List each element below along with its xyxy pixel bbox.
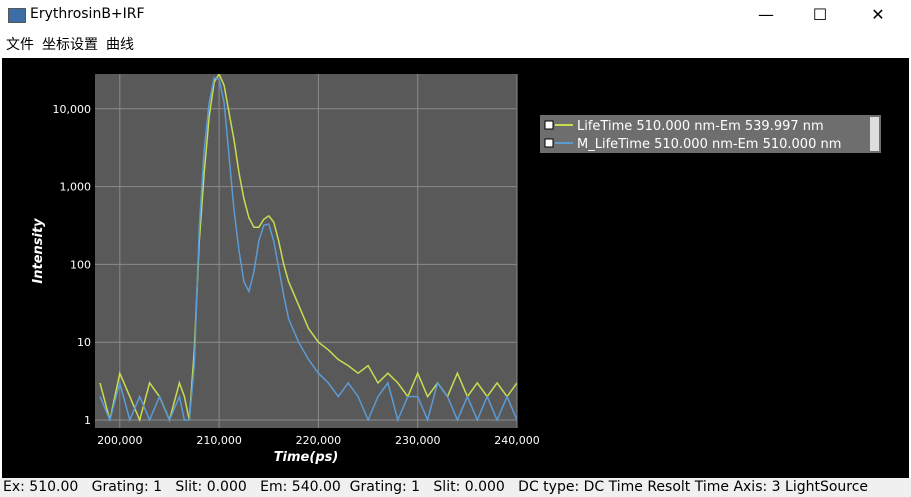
y-tick-label: 100 [70, 258, 91, 271]
legend-scrollbar[interactable] [870, 117, 879, 151]
y-tick-label: 10 [77, 336, 91, 349]
x-tick-label: 230,000 [395, 434, 441, 447]
status-bar: Ex: 510.00 Grating: 1 Slit: 0.000 Em: 54… [0, 478, 911, 497]
data-line [99, 76, 517, 423]
menu-item[interactable]: 文件 [6, 37, 34, 53]
x-tick-label: 220,000 [296, 434, 342, 447]
minimize-button[interactable]: — [758, 5, 774, 24]
data-line [99, 74, 517, 423]
y-tick-label: 1 [84, 414, 91, 427]
y-axis-title: Intensity [31, 218, 46, 284]
maximize-button[interactable]: ☐ [812, 5, 828, 24]
close-button[interactable]: ✕ [871, 5, 885, 24]
x-tick-label: 210,000 [196, 434, 242, 447]
chart: 1 10 100 1,000 10,000 200,000 210,000 220,000 23… [31, 74, 881, 465]
legend-box [540, 115, 881, 153]
menu-bar: 文件 坐标设置 曲线 [0, 30, 911, 56]
plot-area [95, 74, 517, 428]
plot-panel: 1 10 100 1,000 10,000 200,000 210,000 220,000 23… [2, 58, 909, 478]
y-tick-label: 1,000 [60, 181, 92, 194]
x-axis-title: Time(ps) [274, 450, 339, 465]
x-tick-label: 200,000 [97, 434, 143, 447]
window-title: ErythrosinB+IRF [30, 6, 145, 22]
legend-checkbox[interactable] [544, 138, 554, 148]
legend-label[interactable]: M_LifeTime 510.000 nm-Em 510.000 nm [577, 137, 841, 152]
app-icon [8, 8, 26, 23]
legend-label[interactable]: LifeTime 510.000 nm-Em 539.997 nm [577, 119, 824, 134]
x-tick-label: 240,000 [494, 434, 540, 447]
y-tick-label: 10,000 [53, 103, 92, 116]
title-bar: ErythrosinB+IRF — ☐ ✕ [0, 0, 911, 30]
menu-item[interactable]: 坐标设置 [42, 37, 98, 53]
menu-item[interactable]: 曲线 [106, 37, 134, 53]
legend-checkbox[interactable] [544, 120, 554, 130]
